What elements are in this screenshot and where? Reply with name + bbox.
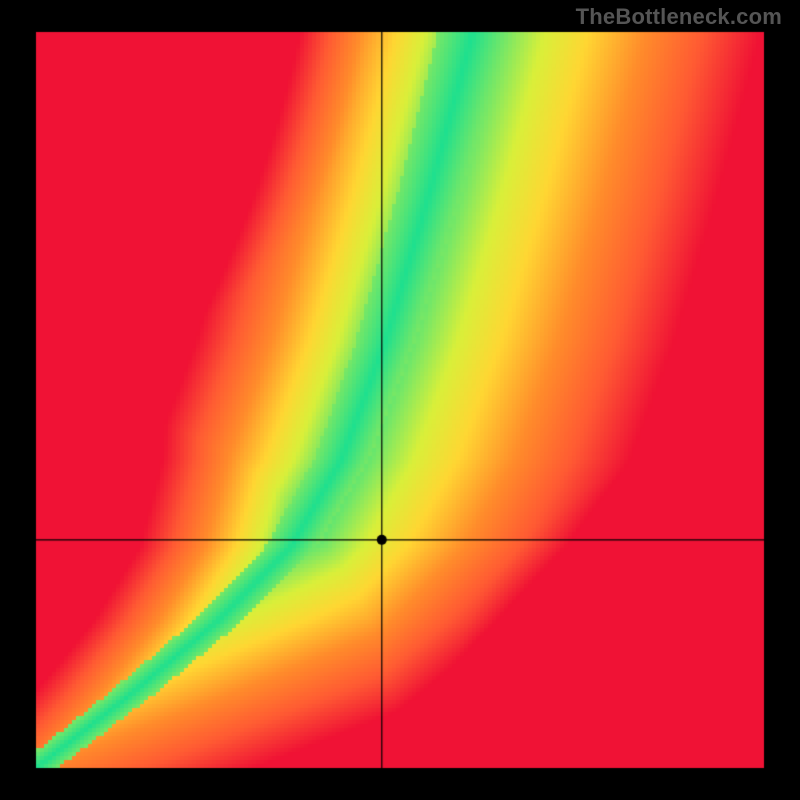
watermark-text: TheBottleneck.com: [576, 4, 782, 30]
heatmap-canvas: [0, 0, 800, 800]
chart-container: TheBottleneck.com: [0, 0, 800, 800]
